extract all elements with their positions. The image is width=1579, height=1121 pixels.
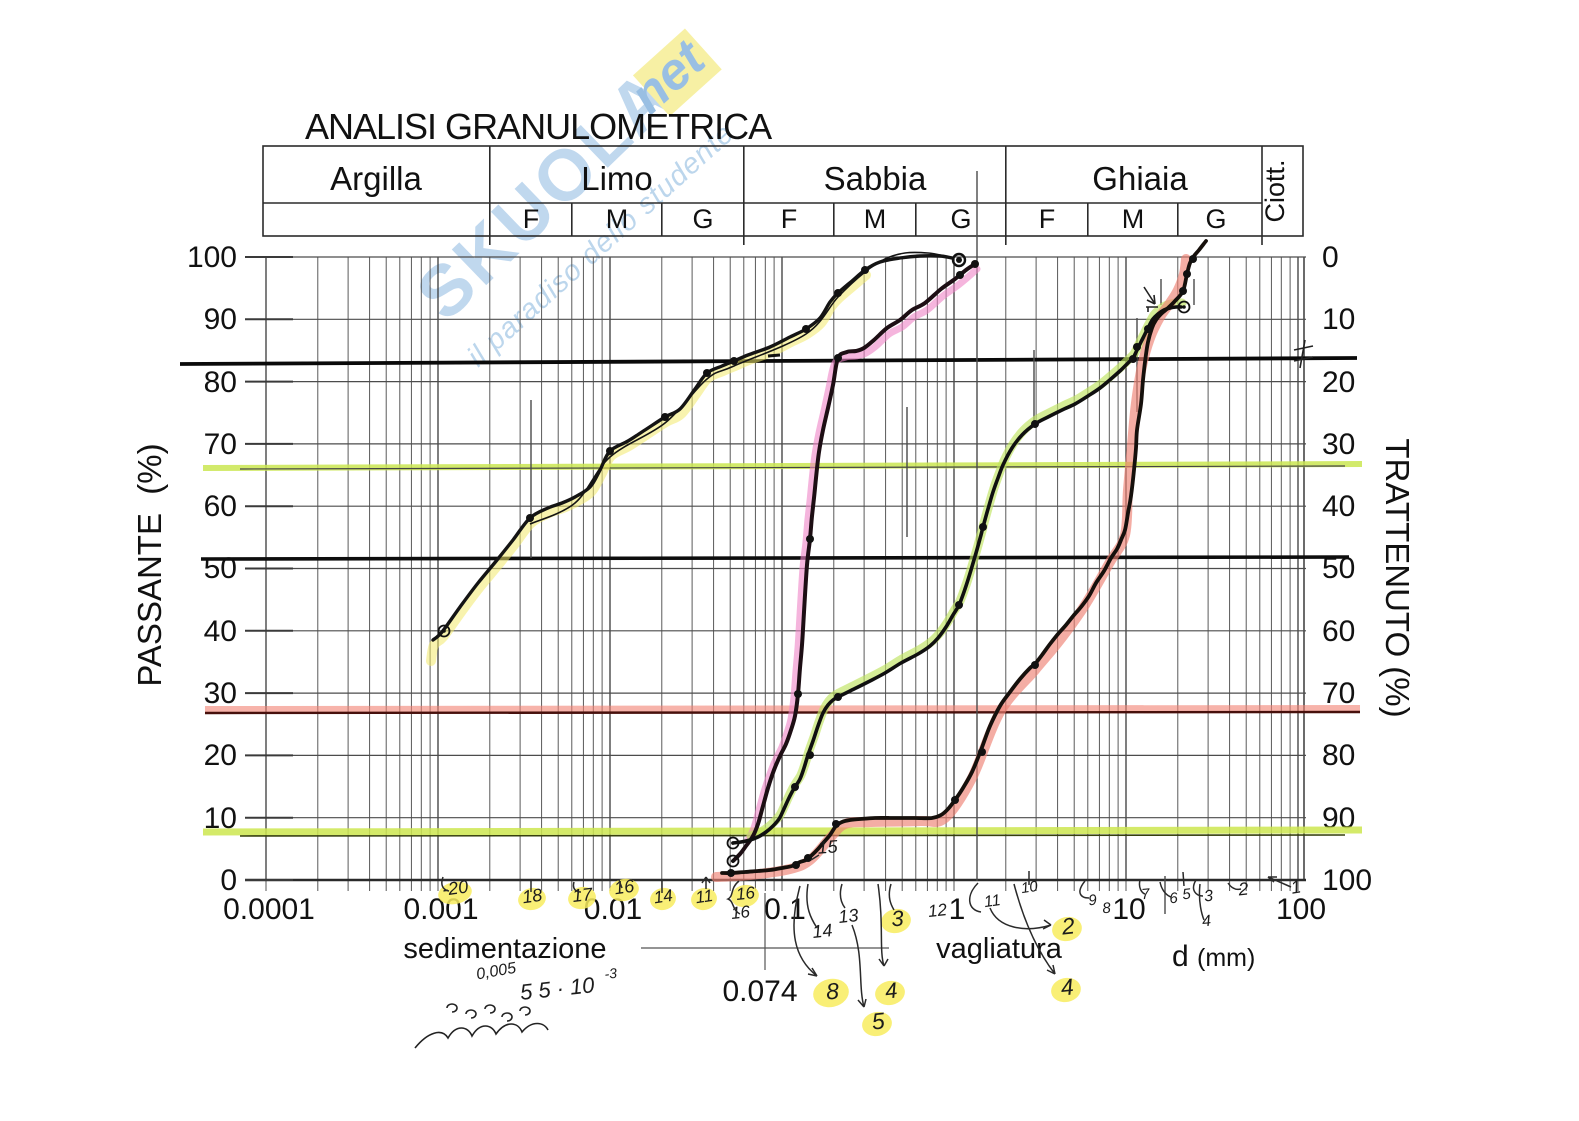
svg-text:30: 30 [204, 677, 237, 710]
svg-text:4: 4 [1059, 973, 1074, 1000]
svg-text:40: 40 [204, 615, 237, 648]
svg-text:Ghiaia: Ghiaia [1092, 160, 1188, 197]
svg-text:0,005: 0,005 [475, 960, 517, 984]
svg-text:16: 16 [730, 902, 751, 923]
svg-text:15: 15 [817, 836, 839, 857]
svg-text:4: 4 [1201, 913, 1212, 931]
svg-text:M: M [1122, 204, 1145, 234]
svg-text:Ciott.: Ciott. [1260, 159, 1290, 222]
svg-text:20: 20 [1322, 366, 1355, 399]
svg-text:13: 13 [837, 905, 859, 927]
svg-text:70: 70 [1322, 677, 1355, 710]
svg-text:sedimentazione: sedimentazione [403, 933, 606, 965]
svg-text:80: 80 [1322, 739, 1355, 772]
svg-text:6: 6 [1168, 890, 1179, 908]
svg-text:16: 16 [613, 876, 637, 899]
svg-text:9: 9 [1087, 892, 1098, 910]
svg-text:10: 10 [1322, 303, 1355, 336]
svg-text:G: G [1205, 204, 1226, 234]
svg-text:5: 5 [1181, 886, 1192, 904]
svg-text:M: M [864, 204, 887, 234]
svg-text:30: 30 [1322, 428, 1355, 461]
svg-text:0.0001: 0.0001 [223, 893, 315, 926]
svg-text:M: M [606, 204, 629, 234]
svg-text:Argilla: Argilla [330, 160, 422, 197]
svg-text:11: 11 [983, 892, 1002, 911]
svg-text:1: 1 [949, 893, 966, 926]
svg-text:10: 10 [1112, 893, 1145, 926]
svg-text:0.074: 0.074 [722, 975, 797, 1008]
svg-text:d (mm): d (mm) [1172, 940, 1255, 973]
svg-text:18: 18 [521, 885, 544, 908]
svg-text:F: F [1039, 204, 1056, 234]
svg-text:11: 11 [694, 886, 714, 907]
svg-text:-3: -3 [604, 965, 618, 982]
svg-text:F: F [781, 204, 798, 234]
svg-text:0.1: 0.1 [764, 893, 806, 926]
svg-text:5: 5 [870, 1007, 886, 1034]
svg-text:100: 100 [1322, 864, 1372, 897]
svg-text:16: 16 [735, 883, 756, 904]
svg-text:20: 20 [204, 739, 237, 772]
svg-text:14: 14 [811, 920, 833, 942]
svg-text:7: 7 [1140, 886, 1151, 904]
svg-text:0: 0 [1322, 241, 1339, 274]
svg-text:80: 80 [204, 366, 237, 399]
svg-text:4: 4 [884, 977, 899, 1003]
svg-text:0: 0 [220, 864, 237, 897]
svg-text:Sabbia: Sabbia [824, 160, 927, 197]
svg-text:Limo: Limo [581, 160, 653, 197]
svg-text:G: G [950, 204, 971, 234]
svg-text:60: 60 [1322, 615, 1355, 648]
svg-text:8: 8 [825, 978, 840, 1005]
svg-text:50: 50 [204, 552, 237, 585]
svg-text:F: F [523, 204, 540, 234]
svg-text:2: 2 [1236, 879, 1249, 900]
svg-text:vagliatura: vagliatura [936, 933, 1063, 965]
svg-text:PASSANTE (%): PASSANTE (%) [131, 443, 168, 686]
svg-text:100: 100 [1276, 893, 1326, 926]
svg-text:10: 10 [1020, 878, 1040, 897]
svg-text:2: 2 [1059, 912, 1076, 939]
svg-text:17: 17 [571, 884, 594, 906]
svg-text:90: 90 [204, 303, 237, 336]
svg-text:ANALISI GRANULOMETRICA: ANALISI GRANULOMETRICA [305, 106, 772, 147]
svg-text:70: 70 [204, 428, 237, 461]
svg-text:14: 14 [653, 886, 674, 907]
svg-text:3: 3 [890, 906, 905, 932]
svg-text:1: 1 [1289, 876, 1302, 897]
svg-text:8: 8 [1101, 900, 1112, 918]
svg-text:60: 60 [204, 490, 237, 523]
svg-text:G: G [692, 204, 713, 234]
svg-text:100: 100 [187, 241, 237, 274]
svg-text:40: 40 [1322, 490, 1355, 523]
svg-text:-20: -20 [441, 876, 470, 899]
svg-text:3: 3 [1203, 888, 1214, 906]
svg-text:TRATTENUTO (%): TRATTENUTO (%) [1379, 438, 1416, 717]
svg-text:12: 12 [927, 900, 948, 921]
